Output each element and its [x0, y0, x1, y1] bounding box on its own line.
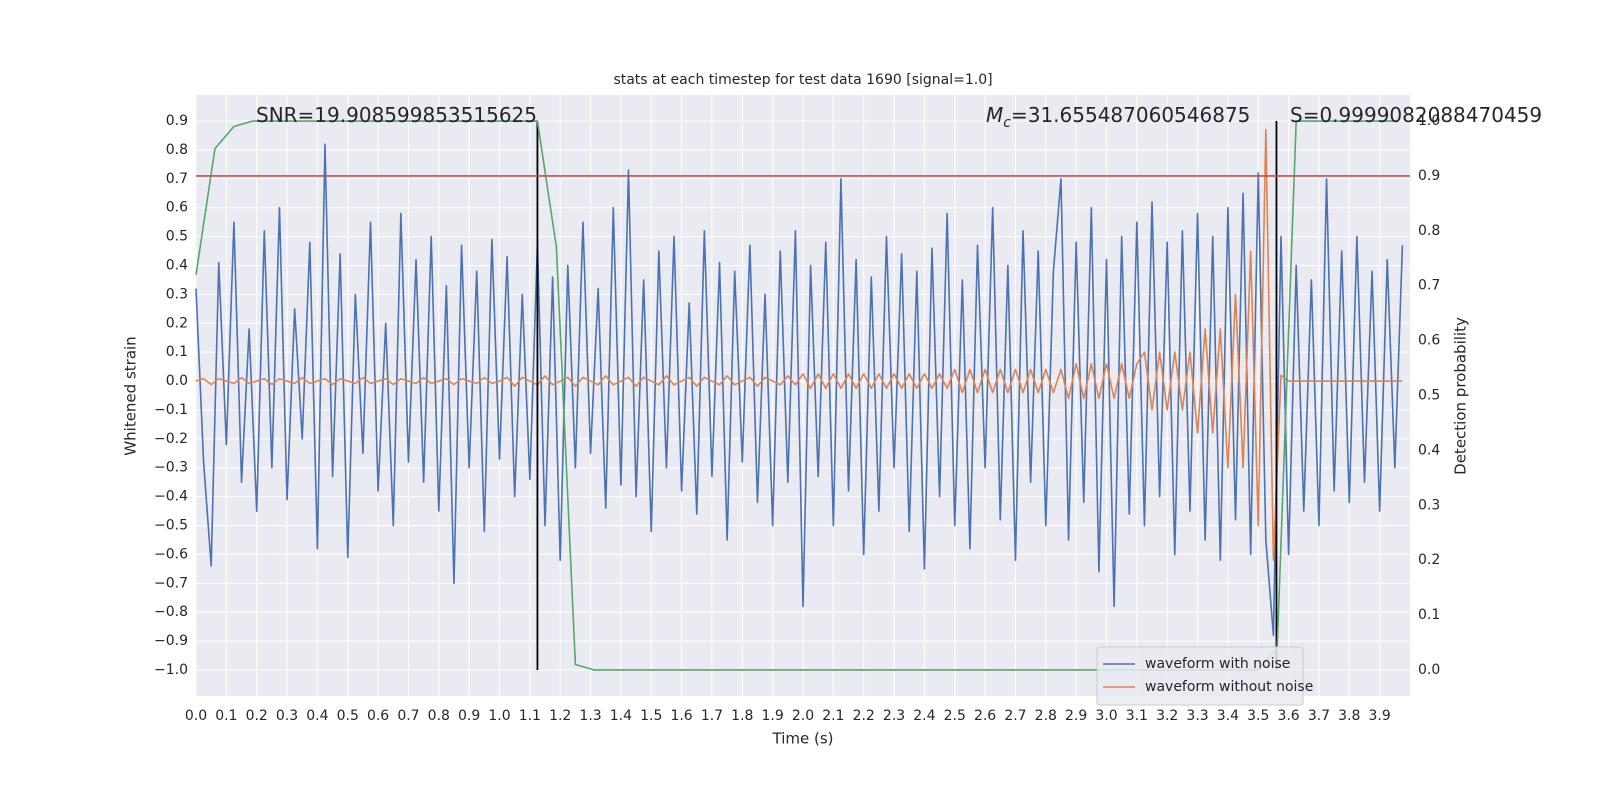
x-tick-label: 1.7 — [701, 708, 723, 724]
x-tick-label: 3.4 — [1217, 708, 1239, 724]
x-tick-label: 1.5 — [640, 708, 662, 724]
x-tick-label: 0.0 — [185, 708, 207, 724]
annotation: SNR=19.908599853515625 — [256, 103, 537, 127]
y2-tick-label: 0.3 — [1418, 497, 1440, 513]
y-tick-label: −0.6 — [154, 546, 188, 562]
annotation-symbol: M — [986, 103, 1003, 127]
y-tick-label: −0.3 — [154, 460, 188, 476]
y2-tick-label: 0.2 — [1418, 552, 1440, 568]
y2-tick-label: 0.7 — [1418, 278, 1440, 294]
y2-tick-label: 0.4 — [1418, 442, 1440, 458]
x-tick-label: 3.2 — [1156, 708, 1178, 724]
y2-tick-label: 0.5 — [1418, 388, 1440, 404]
x-tick-label: 1.6 — [670, 708, 692, 724]
series-line — [195, 120, 1398, 671]
y-tick-label: 0.3 — [166, 286, 188, 302]
x-tick-label: 0.8 — [428, 708, 450, 724]
y-tick-label: −0.4 — [154, 489, 188, 505]
x-tick-label: 3.7 — [1308, 708, 1330, 724]
y-axis-label: Whitened strain — [122, 336, 140, 455]
y-tick-label: −0.2 — [154, 431, 188, 447]
y2-tick-label: 1.0 — [1418, 113, 1440, 129]
x-tick-label: 3.3 — [1186, 708, 1208, 724]
legend-label: waveform without noise — [1145, 679, 1313, 695]
y-tick-label: −1.0 — [154, 662, 188, 678]
x-tick-label: 2.2 — [853, 708, 875, 724]
x-tick-label: 0.6 — [367, 708, 389, 724]
x-axis-label: Time (s) — [772, 730, 834, 748]
y-tick-label: −0.8 — [154, 604, 188, 620]
x-tick-label: 1.3 — [579, 708, 601, 724]
annotation-text: SNR=19.908599853515625 — [256, 103, 537, 127]
grid — [195, 95, 1410, 696]
x-tick-label: 1.2 — [549, 708, 571, 724]
x-tick-label: 0.1 — [215, 708, 237, 724]
x-tick-label: 0.5 — [337, 708, 359, 724]
y2-tick-label: 0.8 — [1418, 223, 1440, 239]
y2-tick-label: 0.0 — [1418, 662, 1440, 678]
marks — [195, 120, 1410, 671]
x-tick-label: 0.3 — [276, 708, 298, 724]
x-tick-label: 2.1 — [822, 708, 844, 724]
x-tick-label: 1.9 — [762, 708, 784, 724]
x-tick-label: 0.7 — [397, 708, 419, 724]
x-tick-label: 1.8 — [731, 708, 753, 724]
annotation: S=0.9999082088470459 — [1290, 103, 1542, 127]
y2-tick-label: 0.9 — [1418, 168, 1440, 184]
x-tick-label: 3.0 — [1095, 708, 1117, 724]
x-tick-label: 2.5 — [944, 708, 966, 724]
y-tick-label: 0.9 — [166, 113, 188, 129]
y-tick-label: 0.1 — [166, 344, 188, 360]
x-tick-label: 3.8 — [1338, 708, 1360, 724]
y-tick-label: −0.9 — [154, 633, 188, 649]
x-tick-label: 0.9 — [458, 708, 480, 724]
y-tick-label: 0.8 — [166, 142, 188, 158]
annotation: Mc=31.655487060546875 — [986, 103, 1250, 131]
x-tick-label: 0.2 — [246, 708, 268, 724]
x-tick-label: 2.7 — [1004, 708, 1026, 724]
legend-box — [1096, 646, 1304, 706]
x-tick-label: 3.1 — [1126, 708, 1148, 724]
x-tick-label: 2.6 — [974, 708, 996, 724]
x-tick-label: 3.6 — [1277, 708, 1299, 724]
x-tick-label: 1.4 — [610, 708, 632, 724]
x-tick-label: 2.0 — [792, 708, 814, 724]
y-tick-label: 0.6 — [166, 200, 188, 216]
chart-title: stats at each timestep for test data 169… — [613, 72, 992, 88]
y-tick-label: 0.7 — [166, 171, 188, 187]
x-tick-label: 3.9 — [1369, 708, 1391, 724]
y-tick-label: −0.5 — [154, 518, 188, 534]
x-tick-label: 2.8 — [1035, 708, 1057, 724]
y-tick-label: 0.4 — [166, 257, 188, 273]
x-tick-label: 3.5 — [1247, 708, 1269, 724]
annotation-subscript: c — [1003, 115, 1011, 131]
legend-label: waveform with noise — [1145, 656, 1290, 672]
annotation-text: S=0.9999082088470459 — [1290, 103, 1542, 127]
x-tick-label: 0.4 — [306, 708, 328, 724]
x-tick-label: 2.4 — [913, 708, 935, 724]
y2-tick-label: 0.6 — [1418, 333, 1440, 349]
y-tick-label: −0.1 — [154, 402, 188, 418]
y-tick-label: 0.2 — [166, 315, 188, 331]
x-tick-label: 1.0 — [488, 708, 510, 724]
y2-axis-label: Detection probability — [1452, 317, 1470, 475]
y2-tick-label: 0.1 — [1418, 607, 1440, 623]
x-tick-label: 2.3 — [883, 708, 905, 724]
x-tick-label: 1.1 — [519, 708, 541, 724]
series-line — [195, 128, 1403, 561]
y-tick-label: 0.0 — [166, 373, 188, 389]
annotation-text: =31.655487060546875 — [1011, 103, 1250, 127]
y-tick-label: 0.5 — [166, 229, 188, 245]
y-tick-label: −0.7 — [154, 575, 188, 591]
x-tick-label: 2.9 — [1065, 708, 1087, 724]
